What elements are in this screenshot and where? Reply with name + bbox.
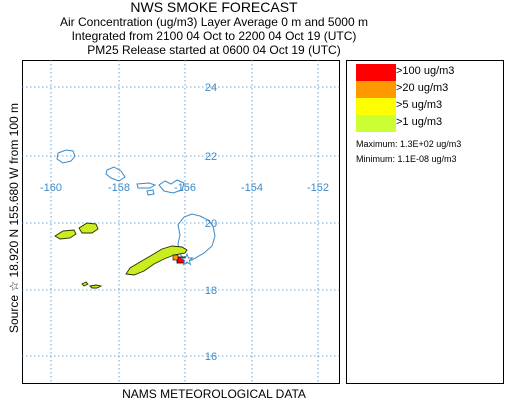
lat-label: 16 bbox=[205, 351, 217, 363]
legend-swatch-lime bbox=[356, 115, 396, 132]
island-maui bbox=[158, 179, 185, 194]
legend-item-5: >5 ug/m3 bbox=[356, 98, 501, 115]
map-frame bbox=[22, 60, 340, 384]
plume-west-b bbox=[78, 222, 99, 234]
island-oahu bbox=[105, 166, 126, 182]
lat-label: 22 bbox=[205, 151, 217, 163]
integration-period: Integrated from 2100 04 Oct to 2200 04 O… bbox=[71, 29, 357, 43]
lon-label: -154 bbox=[241, 182, 263, 194]
lon-label: -152 bbox=[307, 182, 329, 194]
forecast-title: NWS SMOKE FORECAST bbox=[130, 0, 298, 15]
legend-label: >1 ug/m3 bbox=[396, 116, 443, 128]
legend-swatch-yellow bbox=[356, 98, 396, 115]
plume-west-a bbox=[54, 229, 77, 240]
lat-label: 24 bbox=[205, 82, 217, 94]
legend-panel: >100 ug/m3 >20 ug/m3 >5 ug/m3 >1 ug/m3 M… bbox=[346, 60, 504, 384]
lon-label: -158 bbox=[108, 182, 130, 194]
minimum-value: Minimum: 1.1E-08 ug/m3 bbox=[356, 154, 457, 164]
legend-label: >5 ug/m3 bbox=[396, 99, 443, 111]
meteorological-data-label: NAMS METEOROLOGICAL DATA bbox=[122, 387, 306, 401]
lon-label: -160 bbox=[40, 182, 62, 194]
legend-label: >100 ug/m3 bbox=[396, 65, 455, 77]
release-start: PM25 Release started at 0600 04 Oct 19 (… bbox=[87, 43, 341, 57]
island-lanai bbox=[146, 189, 155, 196]
legend-swatch-orange bbox=[356, 81, 396, 98]
source-location-label: Source ☆ 18.920 N 155.680 W from 100 m bbox=[7, 103, 23, 333]
legend-swatch-red bbox=[356, 64, 396, 81]
lon-label: -156 bbox=[174, 182, 196, 194]
legend-label: >20 ug/m3 bbox=[396, 82, 449, 94]
smoke-plume bbox=[54, 222, 188, 289]
plume-south-a bbox=[81, 281, 89, 287]
island-molokai bbox=[136, 182, 157, 189]
map-panel: 24 22 20 18 16 -160 -158 -156 -154 -152 bbox=[22, 60, 340, 384]
legend-item-1: >1 ug/m3 bbox=[356, 115, 501, 132]
coastlines bbox=[56, 149, 216, 262]
legend-item-20: >20 ug/m3 bbox=[356, 81, 501, 98]
star-icon bbox=[180, 252, 194, 266]
source-height: from 100 m bbox=[7, 103, 21, 164]
island-niihau-kauai bbox=[56, 149, 76, 164]
plume-south-b bbox=[89, 284, 103, 289]
title-block: NWS SMOKE FORECAST Air Concentration (ug… bbox=[22, 0, 406, 57]
source-coordinates: Source ☆ 18.920 N 155.680 W bbox=[7, 167, 21, 333]
plume-main bbox=[125, 245, 188, 276]
concentration-subtitle: Air Concentration (ug/m3) Layer Average … bbox=[60, 15, 368, 29]
lat-label: 18 bbox=[205, 285, 217, 297]
maximum-value: Maximum: 1.3E+02 ug/m3 bbox=[356, 139, 462, 149]
plume-core-medium bbox=[172, 254, 179, 261]
legend-item-100: >100 ug/m3 bbox=[356, 64, 501, 81]
axis-labels: 24 22 20 18 16 -160 -158 -156 -154 -152 bbox=[40, 82, 329, 363]
